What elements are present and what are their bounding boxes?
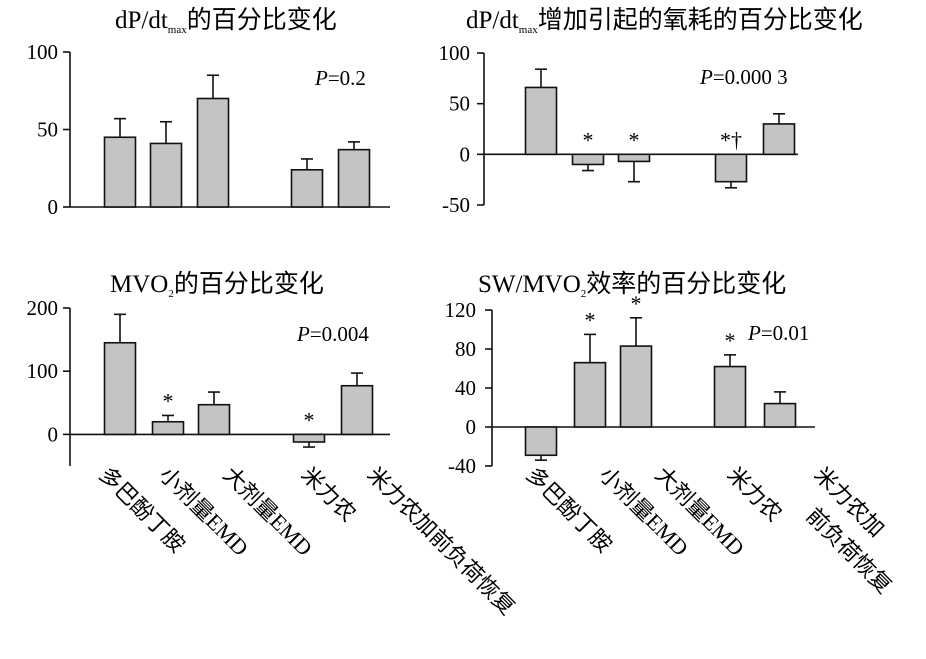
panel-sw-efficiency-y-tick-label: 80 <box>455 337 476 361</box>
panel-sw-efficiency-bar <box>763 402 797 428</box>
panel-oxygen-cost-bar <box>524 86 558 156</box>
panel-oxygen-cost-y-tick-label: 100 <box>439 41 471 65</box>
panel-mvo2-bar <box>103 341 137 436</box>
panel-dpdt-bar <box>337 148 371 208</box>
panel-oxygen-cost-p-value: P=0.000 3 <box>699 65 788 89</box>
panel-mvo2-bar <box>151 420 185 436</box>
panel-sw-efficiency-bar <box>713 365 747 428</box>
panel-sw-efficiency: SW/MVO2效率的百分比变化 P=0.01 -40 0 40 80 120 * * * 多… <box>445 270 897 598</box>
panel-mvo2-y-tick-label: 200 <box>27 296 59 320</box>
panel-oxygen-cost-title: dP/dtmax增加引起的氧耗的百分比变化 <box>466 6 863 36</box>
panel-mvo2-significance-marker: * <box>304 407 315 432</box>
panel-oxygen-cost-y-axis: -50 0 50 100 <box>439 41 485 217</box>
panel-sw-efficiency-bar <box>524 426 558 457</box>
panel-oxygen-cost-bar <box>714 153 748 183</box>
panel-oxygen-cost-significance-marker: * <box>583 127 594 152</box>
panel-mvo2-p-value: P=0.004 <box>296 322 369 346</box>
panel-oxygen-cost-bar <box>617 153 651 163</box>
panel-dpdt-bar <box>196 97 230 208</box>
panel-sw-efficiency-title: SW/MVO2效率的百分比变化 <box>478 270 786 300</box>
panel-oxygen-cost: dP/dtmax增加引起的氧耗的百分比变化 P=0.000 3 -50 0 50 10… <box>439 6 863 217</box>
panel-dpdt-bar <box>149 142 183 208</box>
panel-sw-efficiency-significance-marker: * <box>631 291 642 316</box>
panel-mvo2-bar <box>292 433 326 443</box>
panel-mvo2-bar <box>197 403 231 436</box>
panel-dpdt-bars <box>70 74 390 208</box>
panel-sw-efficiency-y-tick-label: 0 <box>466 415 477 439</box>
panel-dpdt-bar <box>290 169 324 208</box>
panel-dpdt-y-tick-label: 100 <box>27 40 59 64</box>
panel-sw-efficiency-y-tick-label: -40 <box>448 454 476 478</box>
panel-sw-efficiency-significance-marker: * <box>725 328 736 353</box>
panel-sw-efficiency-y-tick-label: 40 <box>455 376 476 400</box>
panel-mvo2-y-axis: 0 100 200 <box>27 296 71 466</box>
panel-sw-efficiency-y-tick-label: 120 <box>445 298 477 322</box>
panel-oxygen-cost-bar <box>571 153 605 166</box>
panel-sw-efficiency-p-value: P=0.01 <box>747 321 809 345</box>
panel-mvo2-significance-marker: * <box>163 388 174 413</box>
panel-oxygen-cost-y-tick-label: -50 <box>442 193 470 217</box>
panel-sw-efficiency-category-label: 米力农 <box>722 462 786 526</box>
panel-oxygen-cost-bar <box>762 123 796 156</box>
panel-sw-efficiency-y-axis: -40 0 40 80 120 <box>445 298 493 478</box>
panel-mvo2-y-tick-label: 0 <box>48 422 59 446</box>
panel-mvo2-y-tick-label: 100 <box>27 359 59 383</box>
panel-dpdt-y-tick-label: 0 <box>48 195 59 219</box>
panel-dpdt-p-value: P=0.2 <box>314 66 366 90</box>
panel-dpdt-title: dP/dtmax的百分比变化 <box>115 6 337 36</box>
panel-dpdt: dP/dtmax的百分比变化 P=0.2 0 50 100 <box>27 6 390 219</box>
panel-sw-efficiency-bar <box>573 361 607 428</box>
panel-oxygen-cost-significance-marker: *† <box>720 127 742 152</box>
panel-mvo2-bar <box>340 384 374 436</box>
panel-oxygen-cost-y-tick-label: 0 <box>460 142 471 166</box>
panel-dpdt-y-tick-label: 50 <box>37 118 58 142</box>
panel-sw-efficiency-bars: * * * <box>492 291 815 461</box>
panel-sw-efficiency-significance-marker: * <box>585 307 596 332</box>
panel-oxygen-cost-bars: * * *† <box>484 68 798 189</box>
panel-mvo2-title: MVO2的百分比变化 <box>110 270 324 300</box>
panel-sw-efficiency-bar <box>619 345 653 428</box>
panel-dpdt-y-axis: 0 50 100 <box>27 40 71 219</box>
panel-dpdt-bar <box>103 136 137 208</box>
panel-oxygen-cost-y-tick-label: 50 <box>449 92 470 116</box>
panel-oxygen-cost-significance-marker: * <box>629 127 640 152</box>
panel-mvo2-category-label: 米力农 <box>296 462 360 526</box>
panel-mvo2-bars: ** <box>70 313 390 448</box>
panel-mvo2-category-label: 米力农加前负荷恢复 <box>362 462 520 620</box>
